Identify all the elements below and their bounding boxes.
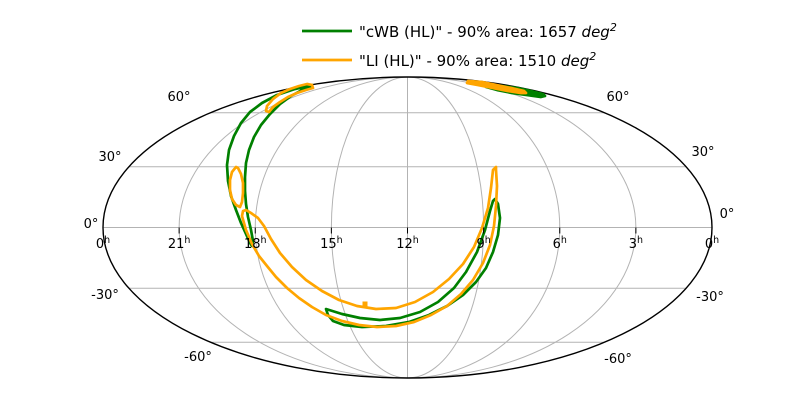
- dec-tick-label: 30°: [691, 145, 714, 160]
- legend-label-cwb: "cWB (HL)" - 90% area: 1657 deg2: [359, 21, 617, 41]
- ra-tick-label: 15h: [320, 235, 343, 252]
- contour-cwb-hl-: [324, 197, 502, 329]
- contour-layer: [225, 79, 547, 329]
- legend-item-li: "LI (HL)" - 90% area: 1510 deg2: [302, 50, 596, 70]
- dec-tick-label: -30°: [696, 290, 724, 305]
- dec-tick-label: 60°: [167, 90, 190, 105]
- dec-tick-label: -60°: [184, 350, 212, 365]
- ra-tick-label: 0h: [705, 235, 719, 252]
- legend: "cWB (HL)" - 90% area: 1657 deg2 "LI (HL…: [302, 21, 617, 70]
- dec-tick-label: 0°: [720, 207, 735, 222]
- dec-tick-label: 60°: [606, 90, 629, 105]
- ra-tick-label: 12h: [396, 235, 419, 252]
- ra-tick-label: 3h: [629, 235, 643, 252]
- contour-li-hl-: [264, 82, 315, 114]
- dec-tick-label: -30°: [91, 288, 119, 303]
- dec-tick-label: -60°: [604, 352, 632, 367]
- dec-tick-label: 0°: [84, 217, 99, 232]
- ra-tick-label: 18h: [244, 235, 267, 252]
- ra-tick-label: 0h: [96, 235, 110, 252]
- ra-tick-label: 21h: [168, 235, 191, 252]
- dec-tick-label: 30°: [98, 150, 121, 165]
- legend-item-cwb: "cWB (HL)" - 90% area: 1657 deg2: [302, 21, 617, 41]
- ra-tick-label: 9h: [476, 235, 490, 252]
- legend-label-li: "LI (HL)" - 90% area: 1510 deg2: [359, 50, 596, 70]
- ra-tick-label: 6h: [553, 235, 567, 252]
- axis-layer: 0h 21h 18h 15h 12h 9h 6h 3h 0h 60° 30° 0° -30° -60° 60…: [84, 90, 735, 367]
- contour-li-hl-: [240, 165, 499, 329]
- contour-li-hl-: [228, 165, 245, 209]
- contour-li-hl-: [465, 79, 528, 95]
- contour-cwb-hl-: [225, 83, 314, 248]
- contour-marker-dot: [362, 301, 368, 307]
